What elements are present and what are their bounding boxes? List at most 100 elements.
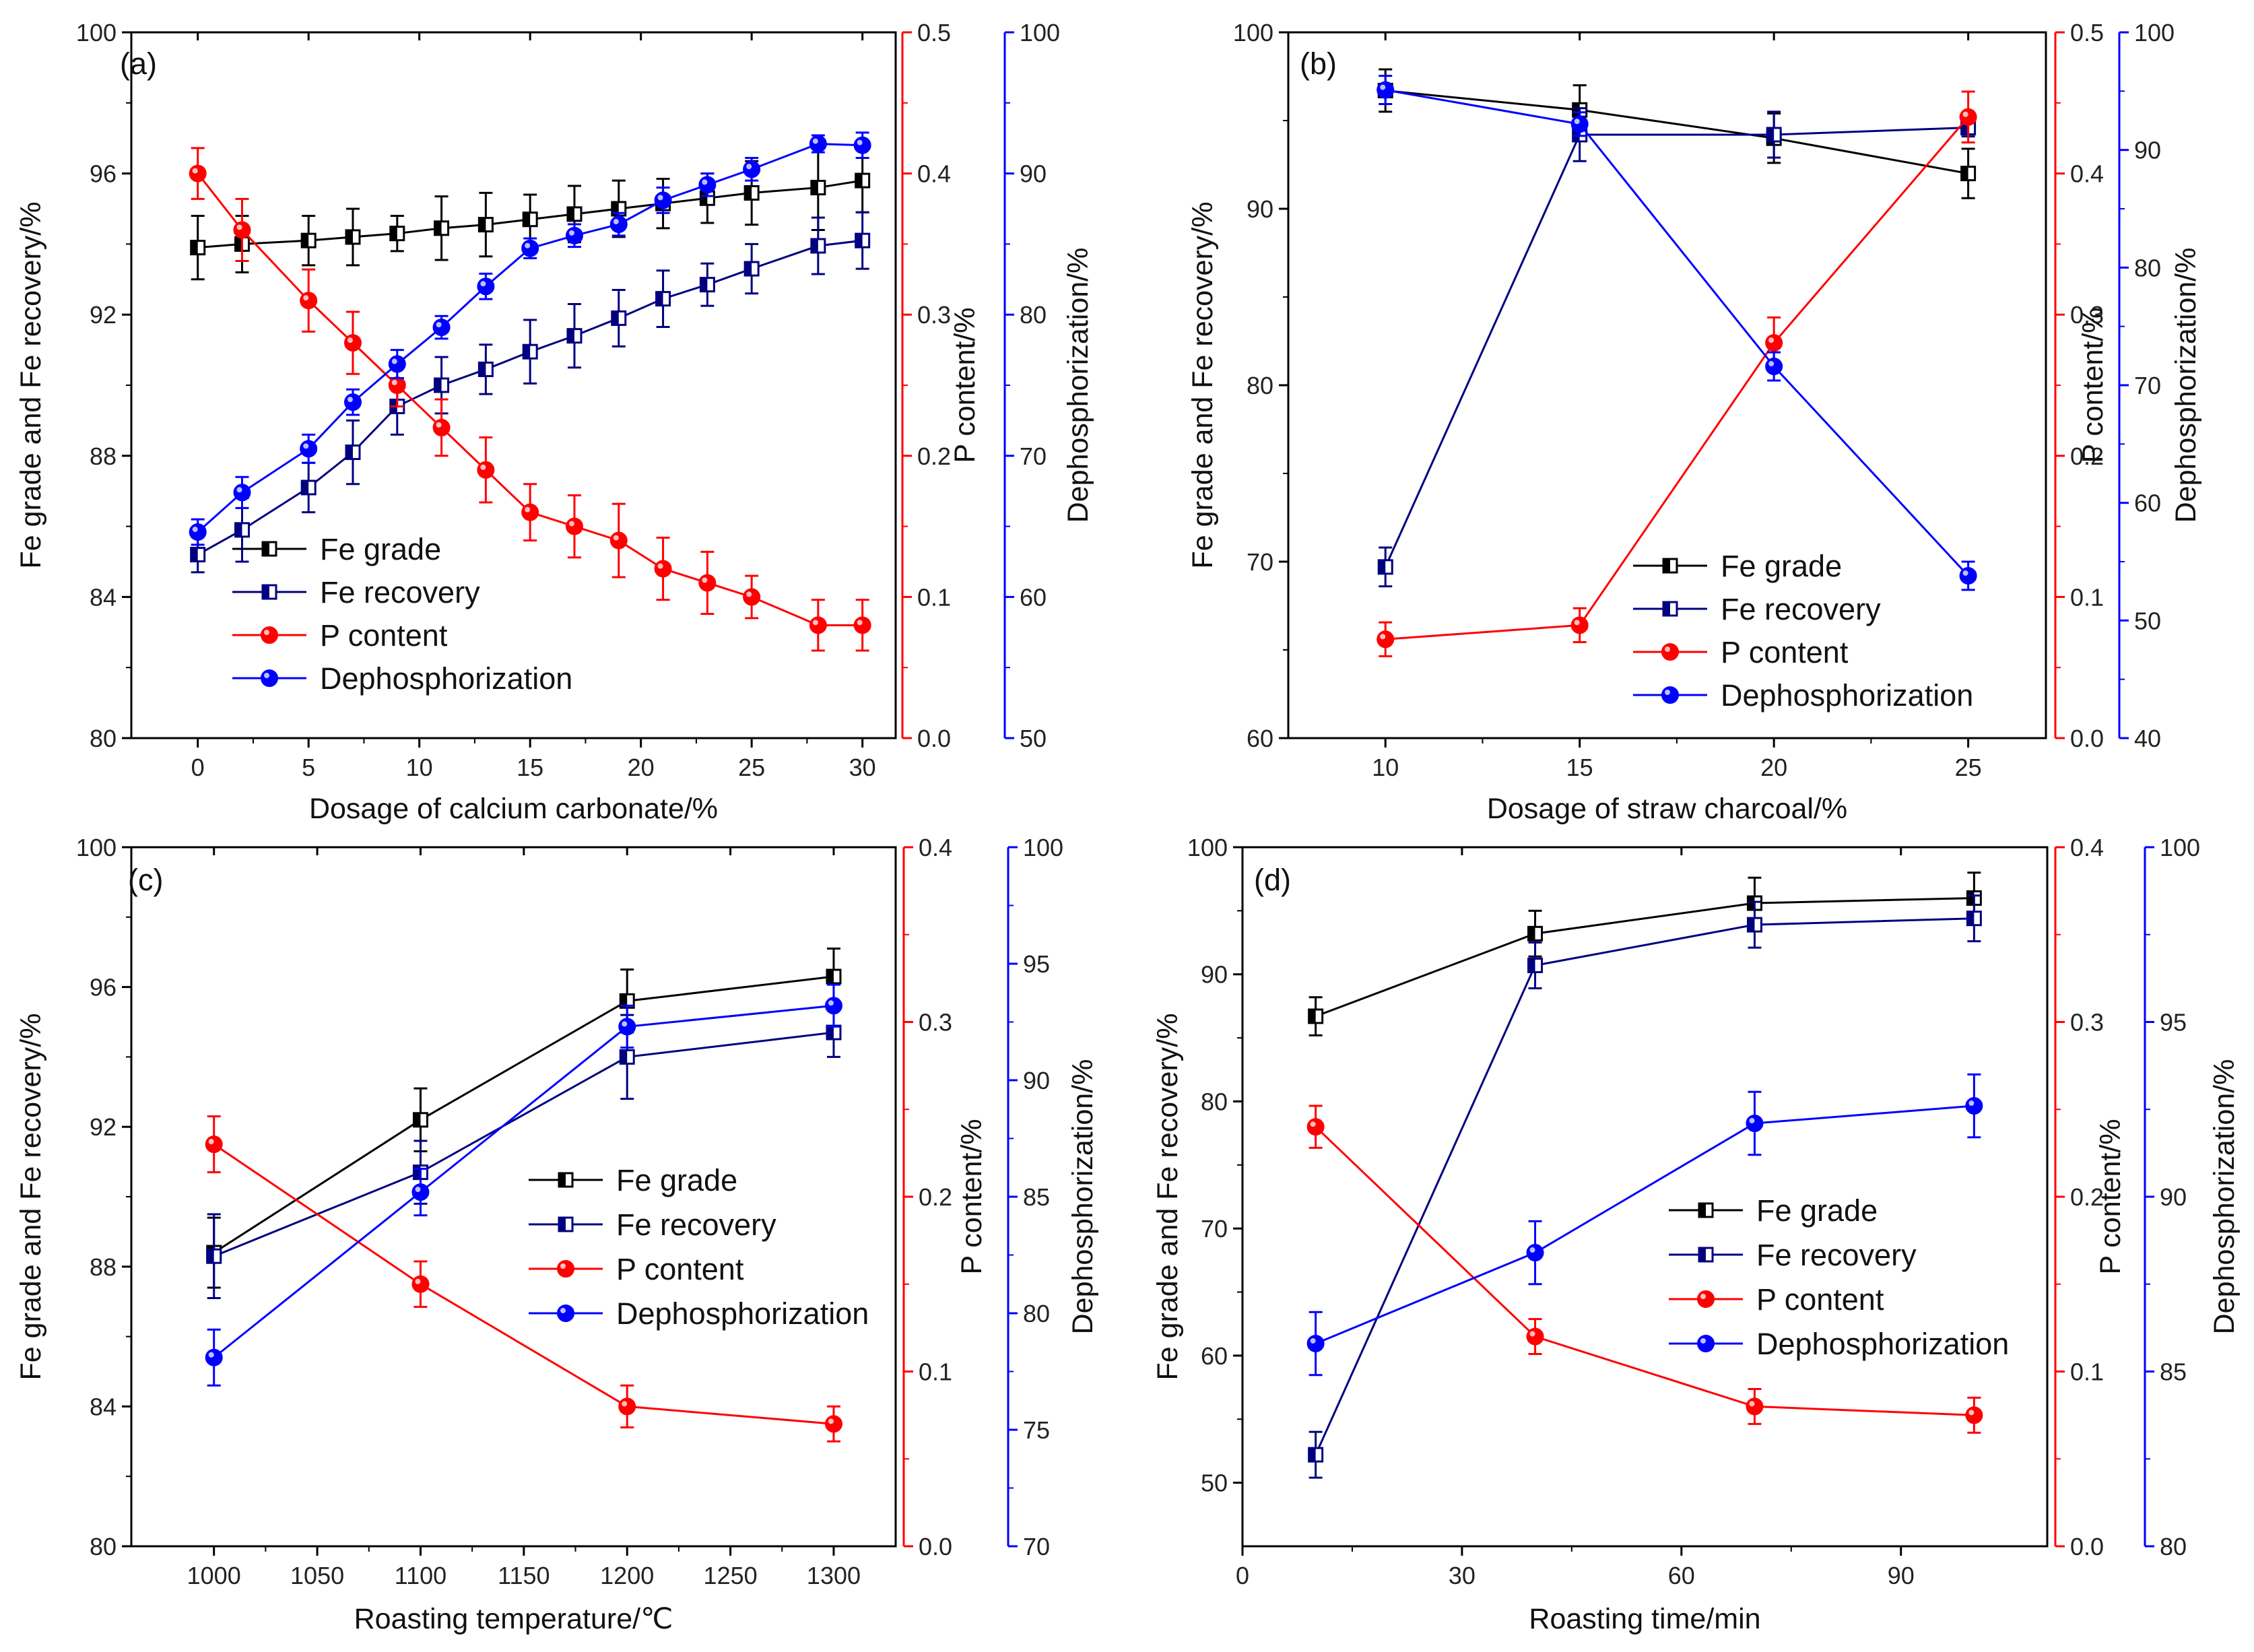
legend-entry-p-content: P content [1669, 1282, 1884, 1317]
data-point [411, 1275, 430, 1293]
x-tick-label: 90 [1888, 1562, 1915, 1589]
data-point [521, 503, 539, 521]
y-left-tick-label: 96 [90, 160, 117, 188]
series-line [1384, 126, 1968, 568]
legend-marker-shine [1700, 1338, 1706, 1344]
y-left-tick-label: 70 [1247, 548, 1273, 576]
legend-marker-shine [264, 630, 269, 635]
data-point [1526, 1327, 1544, 1346]
legend-marker [261, 669, 278, 687]
data-point-fill [656, 292, 663, 306]
data-point-shine [1768, 337, 1775, 343]
legend-marker-shine [1665, 690, 1670, 695]
data-point-fill [826, 1026, 834, 1040]
data-point-fill [811, 239, 818, 253]
panel-label: (d) [1254, 863, 1291, 897]
data-point-shine [657, 195, 663, 201]
legend-entry-fe-recovery: Fe recovery [232, 575, 480, 609]
data-point-shine [1962, 570, 1968, 576]
series-line [1385, 116, 1969, 640]
x-tick-label: 1200 [600, 1562, 654, 1589]
legend-entry-fe-grade: Fe grade [1633, 549, 1842, 583]
legend-marker-shine [560, 1308, 566, 1313]
data-point-shine [480, 464, 486, 470]
data-point-fill [345, 230, 353, 244]
legend-marker-fill [263, 542, 269, 556]
legend-marker-fill [1699, 1248, 1706, 1261]
legend-marker-shine [264, 673, 269, 678]
data-point [809, 135, 827, 153]
y-left-tick-label: 60 [1201, 1342, 1228, 1370]
panel-d: 0 30 60 90 50 60 70 80 90 100 0.0 0.1 0.2 0.3 0.4 80 85 9… [1152, 834, 2241, 1635]
y-dephos-axis-title: Dephosphorization/% [1067, 1059, 1099, 1335]
x-tick-label: 1150 [498, 1562, 550, 1589]
data-point [432, 319, 451, 337]
data-point [521, 239, 539, 257]
data-point-shine [303, 295, 309, 301]
y-p-axis-title: P content/% [2077, 307, 2109, 463]
data-point-shine [1574, 620, 1580, 626]
data-point [233, 484, 251, 502]
data-point [609, 216, 628, 234]
data-point-shine [436, 422, 442, 428]
legend-marker-fill [263, 585, 269, 599]
data-point [809, 616, 827, 634]
y-p-axis-title: P content/% [956, 1119, 988, 1274]
data-point [189, 523, 207, 541]
data-point-shine [236, 224, 242, 230]
y-left-tick-label: 70 [1201, 1215, 1228, 1243]
y-dephos-axis-title: Dephosphorization/% [1062, 248, 1094, 523]
y-left-tick-label: 84 [90, 1393, 117, 1420]
y-dephos-tick-label: 90 [2134, 137, 2161, 164]
y-dephos-axis-title: Dephosphorization/% [2170, 248, 2202, 523]
data-point [189, 164, 207, 183]
y-dephos-tick-label: 50 [2134, 607, 2161, 634]
data-point [743, 588, 761, 606]
data-point-fill [1767, 127, 1775, 141]
y-dephos-tick-label: 85 [1023, 1183, 1050, 1211]
y-dephos-tick-label: 60 [1020, 583, 1047, 611]
y-p-axis-title: P content/% [949, 307, 981, 463]
data-point [343, 334, 362, 352]
data-point-shine [622, 1401, 628, 1407]
y-left-tick-label: 90 [1201, 961, 1228, 989]
legend-label: P content [1721, 635, 1849, 669]
data-point-fill [855, 234, 863, 248]
data-point-shine [1380, 84, 1386, 90]
data-point-fill [345, 445, 353, 459]
legend-marker [1697, 1335, 1715, 1352]
data-point [388, 376, 406, 394]
data-point-fill [826, 970, 834, 984]
data-point [1765, 358, 1783, 376]
y-p-tick-label: 0.4 [917, 160, 951, 188]
data-point-fill [479, 362, 486, 376]
data-point-shine [208, 1352, 214, 1358]
data-point [698, 574, 717, 592]
data-point-shine [1574, 119, 1580, 125]
data-point-shine [568, 230, 574, 236]
series-line [1385, 89, 1969, 576]
legend-entry-fe-recovery: Fe recovery [529, 1208, 776, 1242]
data-point-fill [523, 345, 531, 359]
y-p-tick-label: 0.2 [2070, 442, 2104, 470]
data-point-shine [192, 526, 198, 532]
y-dephos-tick-label: 100 [2160, 834, 2200, 861]
x-tick-label: 25 [738, 754, 765, 781]
data-point-fill [1528, 958, 1535, 972]
data-point-fill [745, 262, 752, 276]
data-point [1746, 1115, 1764, 1133]
series-fe-recovery [190, 211, 871, 574]
data-point-shine [746, 591, 752, 597]
legend-marker [1661, 643, 1679, 661]
x-tick-label: 5 [302, 754, 315, 781]
panel-a: 0 5 10 15 20 25 30 80 84 88 92 96 100 0.0 0.1 0.2 0.3 0.4… [15, 19, 1094, 825]
data-point [565, 226, 583, 244]
series-fe-recovery [1308, 894, 1982, 1479]
legend-label: Dephosphorization [1756, 1327, 2009, 1361]
data-point-shine [1749, 1401, 1755, 1407]
y-p-tick-label: 0.4 [919, 834, 952, 861]
panel-b: 10 15 20 25 60 70 80 90 100 0.0 0.1 0.2 0.3 0.4 0.5 40 5… [1187, 19, 2202, 825]
data-point-fill [1308, 1448, 1316, 1462]
data-point-fill [1961, 121, 1968, 135]
data-point-fill [413, 1113, 421, 1127]
